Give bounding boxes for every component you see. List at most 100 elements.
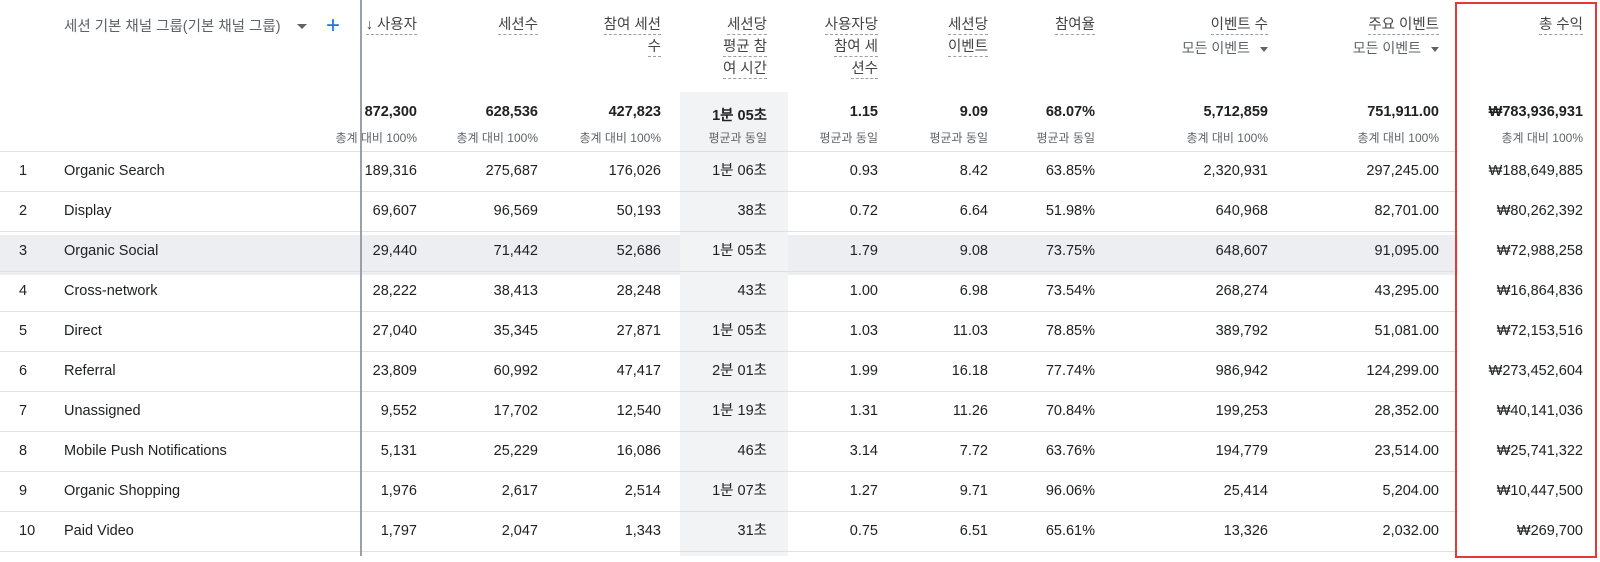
channel-name[interactable]: Paid Video bbox=[64, 523, 134, 539]
total-value-users: 872,300 bbox=[364, 104, 417, 120]
cell-engaged_sessions: 27,871 bbox=[616, 323, 661, 339]
cell-total_revenue: ₩273,452,604 bbox=[1488, 363, 1583, 379]
cell-event_count: 199,253 bbox=[1215, 403, 1268, 419]
column-header-engaged_per_user[interactable]: 션수 bbox=[851, 58, 878, 80]
cell-engaged_sessions: 28,248 bbox=[616, 283, 661, 299]
event-filter-dropdown[interactable]: 모든 이벤트 bbox=[1353, 38, 1439, 58]
cell-total_revenue: ₩269,700 bbox=[1516, 523, 1583, 539]
cell-engaged_sessions: 12,540 bbox=[616, 403, 661, 419]
cell-events_per_session: 6.98 bbox=[959, 283, 988, 299]
cell-sessions: 96,569 bbox=[493, 203, 538, 219]
column-header-key_events[interactable]: 주요 이벤트 bbox=[1368, 14, 1439, 36]
column-header-event_count[interactable]: 이벤트 수 bbox=[1210, 14, 1268, 36]
total-value-key_events: 751,911.00 bbox=[1367, 104, 1439, 120]
total-subtext-total_revenue: 총계 대비 100% bbox=[1501, 131, 1583, 145]
cell-engagement_rate: 73.75% bbox=[1045, 243, 1095, 259]
cell-engaged_per_user: 1.79 bbox=[849, 243, 878, 259]
dimension-header[interactable]: 세션 기본 채널 그룹(기본 채널 그룹) bbox=[64, 19, 281, 35]
column-header-avg_engagement[interactable]: 여 시간 bbox=[722, 58, 767, 80]
cell-key_events: 51,081.00 bbox=[1374, 323, 1439, 339]
column-header-engaged_per_user[interactable]: 사용자당 bbox=[824, 14, 878, 36]
cell-event_count: 13,326 bbox=[1223, 523, 1268, 539]
total-value-events_per_session: 9.09 bbox=[959, 104, 988, 120]
cell-avg_engagement: 1분 06초 bbox=[712, 163, 767, 179]
cell-users: 1,797 bbox=[380, 523, 417, 539]
channel-name[interactable]: Organic Shopping bbox=[64, 483, 181, 499]
event-filter-label: 모든 이벤트 bbox=[1352, 40, 1421, 56]
cell-event_count: 640,968 bbox=[1215, 203, 1268, 219]
column-header-events_per_session[interactable]: 이벤트 bbox=[947, 36, 988, 58]
column-header-text: 이벤트 수 bbox=[1210, 17, 1268, 35]
cell-key_events: 23,514.00 bbox=[1374, 443, 1439, 459]
column-header-text: 여 시간 bbox=[722, 61, 767, 79]
cell-total_revenue: ₩188,649,885 bbox=[1488, 163, 1583, 179]
cell-event_count: 25,414 bbox=[1223, 483, 1268, 499]
total-value-engaged_sessions: 427,823 bbox=[608, 104, 661, 120]
total-value-avg_engagement: 1분 05초 bbox=[712, 108, 767, 124]
add-dimension-icon[interactable]: + bbox=[326, 12, 341, 39]
cell-engagement_rate: 77.74% bbox=[1045, 363, 1095, 379]
total-subtext-key_events: 총계 대비 100% bbox=[1357, 131, 1439, 145]
row-index: 2 bbox=[19, 203, 28, 219]
total-subtext-engagement_rate: 평균과 동일 bbox=[1036, 131, 1095, 145]
row-separator bbox=[0, 311, 1458, 312]
channel-name[interactable]: Referral bbox=[64, 363, 116, 379]
column-header-avg_engagement[interactable]: 세션당 bbox=[726, 14, 767, 36]
cell-users: 23,809 bbox=[372, 363, 417, 379]
channel-name[interactable]: Mobile Push Notifications bbox=[64, 443, 227, 459]
cell-key_events: 91,095.00 bbox=[1374, 243, 1439, 259]
column-header-sessions[interactable]: 세션수 bbox=[497, 14, 538, 36]
event-filter-dropdown[interactable]: 모든 이벤트 bbox=[1182, 38, 1268, 58]
column-header-text: 수 bbox=[647, 39, 661, 57]
cell-engagement_rate: 65.61% bbox=[1045, 523, 1095, 539]
row-separator bbox=[0, 511, 1458, 512]
column-header-engaged_per_user[interactable]: 참여 세 bbox=[833, 36, 878, 58]
cell-event_count: 648,607 bbox=[1215, 243, 1268, 259]
column-header-engagement_rate[interactable]: 참여율 bbox=[1054, 14, 1095, 36]
row-separator bbox=[0, 471, 1458, 472]
column-header-users[interactable]: ↓ 사용자 bbox=[365, 14, 417, 36]
column-header-text: 참여 세션 bbox=[603, 17, 661, 35]
cell-event_count: 268,274 bbox=[1215, 283, 1268, 299]
column-header-text: 세션당 bbox=[726, 17, 767, 35]
channel-name[interactable]: Cross-network bbox=[64, 283, 158, 299]
channel-name[interactable]: Display bbox=[64, 203, 112, 219]
cell-events_per_session: 6.64 bbox=[959, 203, 988, 219]
total-subtext-event_count: 총계 대비 100% bbox=[1186, 131, 1268, 145]
table-header-separator bbox=[0, 151, 1458, 152]
cell-engaged_per_user: 1.99 bbox=[849, 363, 878, 379]
cell-avg_engagement: 38초 bbox=[737, 203, 767, 219]
dimension-dropdown-icon[interactable] bbox=[297, 24, 307, 29]
row-separator bbox=[0, 431, 1458, 432]
cell-engaged_sessions: 16,086 bbox=[616, 443, 661, 459]
column-header-events_per_session[interactable]: 세션당 bbox=[947, 14, 988, 36]
cell-engaged_sessions: 47,417 bbox=[616, 363, 661, 379]
cell-avg_engagement: 1분 05초 bbox=[712, 243, 767, 259]
frozen-column-divider[interactable] bbox=[360, 0, 362, 556]
column-header-avg_engagement[interactable]: 평균 참 bbox=[722, 36, 767, 58]
cell-total_revenue: ₩25,741,322 bbox=[1496, 443, 1583, 459]
chevron-down-icon bbox=[1260, 46, 1268, 52]
total-revenue-highlight-box bbox=[1455, 2, 1597, 558]
channel-name[interactable]: Organic Search bbox=[64, 163, 165, 179]
cell-engaged_per_user: 3.14 bbox=[849, 443, 878, 459]
column-header-total_revenue[interactable]: 총 수익 bbox=[1538, 14, 1583, 36]
channel-name[interactable]: Organic Social bbox=[64, 243, 159, 259]
column-header-engaged_sessions[interactable]: 참여 세션 bbox=[603, 14, 661, 36]
total-value-engaged_per_user: 1.15 bbox=[849, 104, 878, 120]
column-header-text: 이벤트 bbox=[947, 39, 988, 57]
cell-users: 69,607 bbox=[372, 203, 417, 219]
cell-users: 29,440 bbox=[372, 243, 417, 259]
cell-avg_engagement: 1분 19초 bbox=[712, 403, 767, 419]
row-separator bbox=[0, 231, 1458, 232]
cell-events_per_session: 16.18 bbox=[951, 363, 988, 379]
chevron-down-icon bbox=[1431, 46, 1439, 52]
channel-name[interactable]: Direct bbox=[64, 323, 102, 339]
channel-name[interactable]: Unassigned bbox=[64, 403, 141, 419]
total-value-engagement_rate: 68.07% bbox=[1045, 104, 1095, 120]
cell-event_count: 194,779 bbox=[1215, 443, 1268, 459]
cell-avg_engagement: 1분 05초 bbox=[712, 323, 767, 339]
column-header-engaged_sessions[interactable]: 수 bbox=[647, 36, 661, 58]
cell-engaged_sessions: 2,514 bbox=[624, 483, 661, 499]
cell-total_revenue: ₩72,988,258 bbox=[1496, 243, 1583, 259]
